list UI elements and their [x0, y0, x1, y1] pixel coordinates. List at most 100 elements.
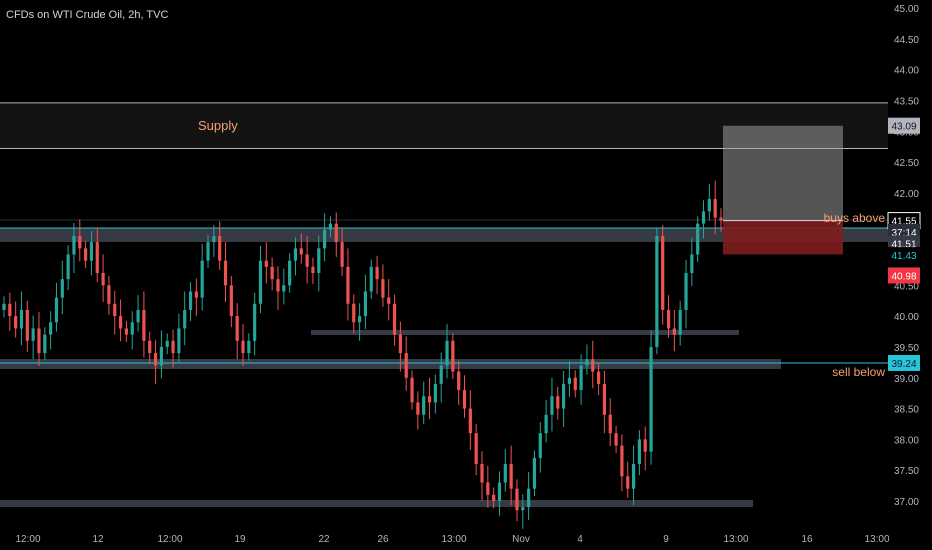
- candle-body: [416, 402, 420, 415]
- candle-body: [229, 285, 233, 317]
- candle-body: [631, 464, 636, 489]
- candle-body: [387, 297, 391, 304]
- candle-body: [591, 359, 595, 372]
- sell-zone-bar[interactable]: [0, 359, 781, 369]
- candle-body: [2, 303, 6, 310]
- candle-body: [107, 285, 111, 304]
- candle-body: [480, 464, 484, 483]
- price-axis-badge[interactable]: [888, 354, 920, 371]
- candle-body: [532, 457, 537, 489]
- candle-body: [317, 248, 321, 273]
- candle-body: [556, 396, 560, 409]
- price-tick-label: 38.50: [894, 405, 919, 416]
- candle-body: [241, 340, 245, 354]
- candle-body: [264, 260, 268, 267]
- symbol-title[interactable]: CFDs on WTI Crude Oil, 2h, TVC: [6, 9, 169, 21]
- candle-body: [78, 236, 82, 249]
- candle-body: [142, 309, 146, 341]
- candle-body: [410, 377, 414, 403]
- candle-body: [678, 309, 682, 335]
- candle-body: [521, 507, 525, 511]
- candle-body: [451, 340, 455, 372]
- candle-body: [19, 309, 24, 329]
- candle-body: [375, 266, 379, 280]
- candle-body: [89, 242, 94, 261]
- candle-body: [503, 464, 507, 483]
- candle-body: [672, 328, 676, 335]
- candle-body: [439, 365, 443, 384]
- price-axis-badge-label[interactable]: 41.55: [891, 217, 916, 228]
- candle-body: [620, 445, 624, 477]
- candle-body: [148, 340, 152, 354]
- candle-body: [194, 291, 198, 298]
- price-axis-badge-label[interactable]: 37:14: [891, 228, 916, 239]
- candle-body: [188, 291, 193, 310]
- candle-body: [130, 322, 134, 335]
- bottom-support-bar[interactable]: [0, 500, 753, 507]
- candle-body: [363, 291, 368, 317]
- candle-body: [352, 303, 356, 323]
- price-axis-badge-label[interactable]: 41.43: [891, 251, 916, 262]
- price-tick-label: 38.00: [894, 435, 919, 446]
- price-tick-label: 40.50: [894, 281, 919, 292]
- candle-body: [690, 254, 694, 273]
- mid-support-bar[interactable]: [311, 330, 739, 335]
- price-axis-badge-label[interactable]: 43.09: [891, 122, 916, 133]
- candle-body: [357, 316, 362, 323]
- candle-body: [14, 316, 18, 329]
- candle-body: [696, 223, 700, 255]
- candle-body: [474, 433, 478, 465]
- candle-body: [270, 266, 274, 280]
- price-tick-label: 44.00: [894, 66, 919, 77]
- time-tick-label: 13:00: [864, 534, 889, 545]
- candle-body: [381, 279, 385, 298]
- candle-body: [305, 254, 309, 267]
- time-tick-label: 16: [801, 534, 813, 545]
- candle-body: [299, 248, 303, 255]
- candle-body: [72, 236, 76, 255]
- position-target-zone[interactable]: [723, 125, 843, 221]
- price-axis-badge[interactable]: [888, 117, 920, 134]
- candle-body: [602, 383, 607, 415]
- candle-body: [171, 340, 175, 354]
- resistance-zone-bar[interactable]: [0, 228, 888, 242]
- candle-body: [311, 266, 315, 273]
- candle-body: [200, 260, 204, 298]
- candle-body: [398, 334, 402, 354]
- candle-body: [527, 488, 531, 508]
- price-axis-badge[interactable]: [888, 267, 920, 284]
- time-tick-label: 13:00: [723, 534, 748, 545]
- candle-body: [235, 316, 239, 341]
- candle-body: [8, 303, 12, 317]
- candle-body: [626, 476, 630, 489]
- candle-body: [701, 211, 706, 224]
- position-stop-zone[interactable]: [723, 220, 843, 255]
- time-tick-label: 22: [318, 534, 330, 545]
- candle-body: [334, 223, 338, 243]
- price-axis-badge[interactable]: [888, 247, 920, 264]
- candle-body: [713, 199, 717, 218]
- candle-body: [596, 371, 601, 384]
- candle-body: [509, 464, 513, 489]
- time-tick-label: 19: [234, 534, 246, 545]
- candle-body: [101, 272, 105, 286]
- buys-above-label[interactable]: buys above: [824, 211, 886, 225]
- supply-label[interactable]: Supply: [198, 118, 238, 133]
- candle-body: [492, 494, 496, 501]
- price-axis-badge-label[interactable]: 40.98: [891, 271, 916, 282]
- candle-body: [159, 346, 163, 366]
- candle-body: [457, 371, 461, 391]
- price-axis-badge-label[interactable]: 39.24: [891, 359, 916, 370]
- price-axis-badge-label[interactable]: 41.51: [891, 239, 916, 250]
- candle-body: [649, 346, 653, 452]
- candle-body: [579, 365, 583, 391]
- time-tick-label: 12:00: [157, 534, 182, 545]
- candle-body: [223, 260, 228, 286]
- candle-body: [282, 285, 286, 292]
- candle-body: [637, 439, 641, 465]
- candle-body: [136, 309, 140, 323]
- candle-body: [60, 279, 64, 298]
- sell-below-label[interactable]: sell below: [832, 365, 885, 379]
